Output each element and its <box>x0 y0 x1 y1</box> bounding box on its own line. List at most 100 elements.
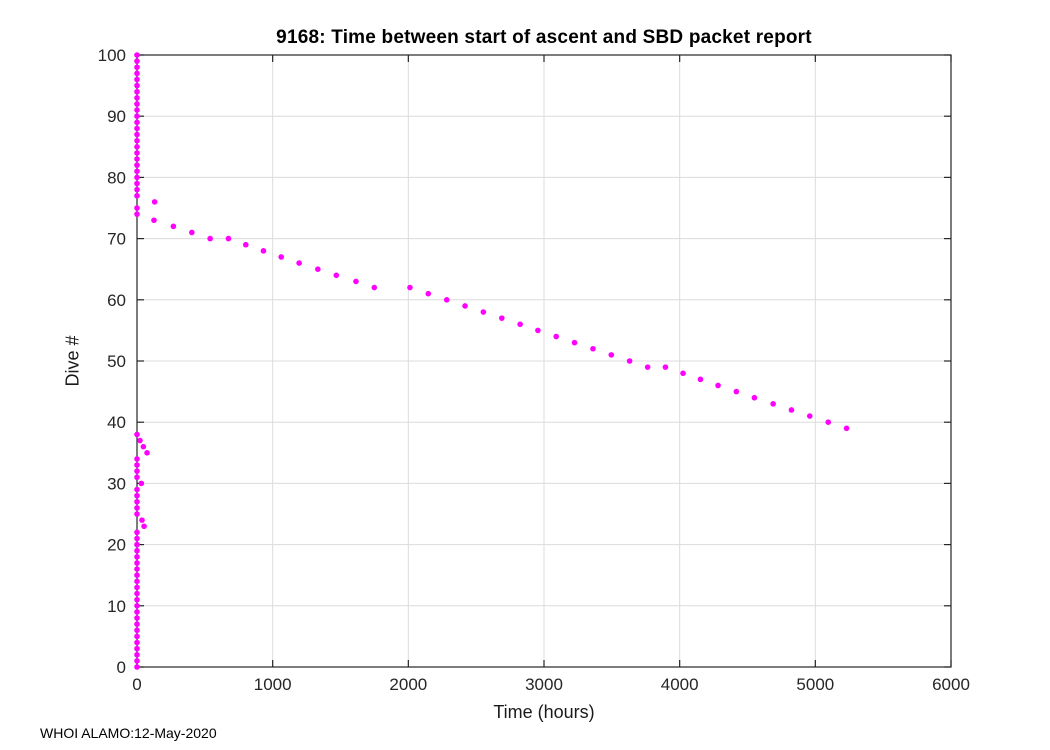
data-point <box>260 248 267 254</box>
y-tick-label: 0 <box>117 658 126 677</box>
x-axis-label: Time (hours) <box>493 702 595 722</box>
data-point <box>680 370 686 377</box>
data-point <box>134 211 140 217</box>
data-point <box>134 70 140 77</box>
data-point <box>590 345 596 352</box>
y-tick-labels: 0 10 20 30 40 50 60 70 80 90 100 <box>98 46 126 677</box>
data-point <box>134 174 140 181</box>
data-point <box>134 639 140 646</box>
data-point <box>134 95 140 101</box>
data-point <box>138 480 145 487</box>
data-point <box>134 498 140 505</box>
x-tick-label: 6000 <box>932 675 970 694</box>
data-point <box>535 327 541 334</box>
data-point <box>134 162 140 168</box>
chart-title: 9168: Time between start of ascent and S… <box>276 27 812 48</box>
data-point <box>134 205 140 211</box>
data-point <box>608 352 615 358</box>
data-point <box>134 101 140 107</box>
data-point <box>134 125 140 132</box>
data-point <box>134 609 140 615</box>
data-point <box>134 474 140 481</box>
y-tick-label: 10 <box>107 597 126 616</box>
y-tick-label: 60 <box>107 291 126 310</box>
y-tick-label: 30 <box>107 474 126 493</box>
data-point <box>225 235 232 242</box>
data-point <box>141 523 147 530</box>
data-point <box>134 535 140 542</box>
y-tick-label: 100 <box>98 46 126 65</box>
data-point <box>134 82 140 89</box>
data-point <box>134 578 140 585</box>
data-point <box>134 431 140 438</box>
y-tick-label: 90 <box>107 107 126 126</box>
data-point <box>134 615 140 621</box>
y-tick-label: 20 <box>107 536 126 555</box>
data-point <box>770 401 776 407</box>
data-point <box>315 266 321 273</box>
data-point <box>134 137 140 144</box>
y-tick-label: 50 <box>107 352 126 371</box>
data-point <box>134 119 140 126</box>
data-point <box>207 235 213 242</box>
y-tick-label: 80 <box>107 168 126 187</box>
watermark-text: WHOI ALAMO:12-May-2020 <box>40 725 217 741</box>
data-point <box>571 339 578 346</box>
data-point <box>134 584 140 591</box>
data-point <box>137 437 143 444</box>
data-point <box>296 260 302 266</box>
data-point <box>134 621 140 627</box>
data-point <box>134 603 140 609</box>
data-point <box>134 627 140 634</box>
x-tick-label: 4000 <box>661 675 699 694</box>
data-point <box>788 407 795 413</box>
data-point <box>134 144 140 150</box>
x-tick-label: 0 <box>132 675 141 694</box>
data-point <box>134 566 140 572</box>
data-point <box>333 272 340 279</box>
data-point <box>134 192 140 199</box>
data-point <box>134 664 140 670</box>
data-point <box>733 388 740 395</box>
x-tick-label: 2000 <box>389 675 427 694</box>
data-point <box>134 156 140 162</box>
data-points <box>134 52 850 670</box>
data-point <box>134 462 140 468</box>
data-point <box>134 186 140 193</box>
data-point <box>151 199 158 205</box>
data-point <box>697 376 704 383</box>
data-point <box>144 450 150 456</box>
data-point <box>134 651 140 658</box>
data-point <box>825 419 832 426</box>
y-tick-label: 70 <box>107 230 126 249</box>
x-tick-label: 3000 <box>525 675 563 694</box>
data-point <box>134 658 140 664</box>
data-point <box>371 284 378 291</box>
data-point <box>134 492 140 499</box>
data-point <box>662 364 669 370</box>
data-point <box>751 394 758 401</box>
y-axis-label: Dive # <box>62 335 83 387</box>
data-point <box>626 358 633 364</box>
data-point <box>134 633 140 640</box>
data-point <box>353 278 359 285</box>
x-tick-label: 5000 <box>796 675 834 694</box>
data-point <box>134 572 140 578</box>
data-point <box>134 590 140 597</box>
data-point <box>407 284 413 291</box>
data-point <box>517 321 523 328</box>
data-point <box>134 554 140 560</box>
data-point <box>134 560 140 566</box>
data-point <box>134 107 140 113</box>
data-point <box>553 333 560 340</box>
data-point <box>425 290 432 297</box>
data-point <box>480 309 487 315</box>
data-point <box>715 382 721 389</box>
data-point <box>134 529 140 536</box>
data-point <box>134 645 140 652</box>
data-point <box>134 76 140 83</box>
data-point <box>134 486 140 493</box>
data-point <box>170 223 177 230</box>
x-tick-labels: 0 1000 2000 3000 4000 5000 6000 <box>132 675 970 694</box>
